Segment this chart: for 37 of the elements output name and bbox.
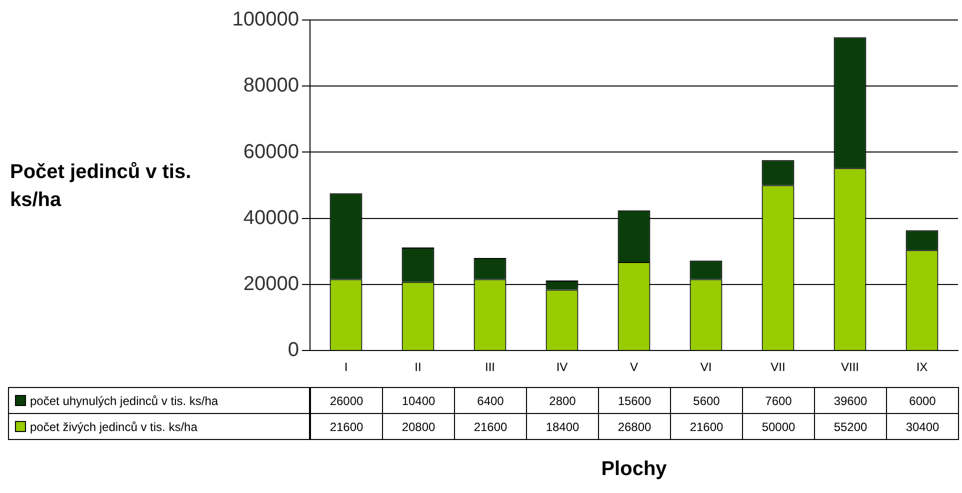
x-axis-title: Plochy <box>600 458 668 481</box>
y-tick-label: 0 <box>288 339 299 362</box>
y-tick-label: 80000 <box>243 74 299 97</box>
data-label: 21600 <box>454 413 527 440</box>
x-tick-label: I <box>344 360 348 374</box>
x-tick-label: III <box>484 360 496 374</box>
data-label: 2800 <box>526 387 599 414</box>
data-label: 55200 <box>814 413 887 440</box>
data-label: 30400 <box>886 413 959 440</box>
x-tick-label: VII <box>770 360 786 374</box>
y-axis-title: Počet jedinců v tis. ks/ha <box>10 160 192 213</box>
data-label: 20800 <box>382 413 455 440</box>
data-label: 18400 <box>526 413 599 440</box>
data-label: 39600 <box>814 387 887 414</box>
data-label: 26000 <box>310 387 383 414</box>
data-label: 6400 <box>454 387 527 414</box>
data-label: 15600 <box>598 387 671 414</box>
y-tick-label: 60000 <box>243 140 299 163</box>
y-tick-label: 40000 <box>243 206 299 229</box>
x-tick-label: V <box>630 360 638 374</box>
x-tick-label: VI <box>700 360 712 374</box>
data-label: 26800 <box>598 413 671 440</box>
x-tick-label: II <box>414 360 422 374</box>
data-label: 21600 <box>670 413 743 440</box>
y-tick-label: 100000 <box>232 8 299 31</box>
data-label: 5600 <box>670 387 743 414</box>
x-tick-label: IV <box>556 360 568 374</box>
x-tick-label: VIII <box>840 360 860 374</box>
legend-label: počet uhynulých jedinců v tis. ks/ha <box>30 394 218 408</box>
data-label: 50000 <box>742 413 815 440</box>
data-label: 21600 <box>310 413 383 440</box>
x-tick-label: IX <box>916 360 928 374</box>
data-label: 7600 <box>742 387 815 414</box>
y-tick-label: 20000 <box>243 272 299 295</box>
legend-label: počet živých jedinců v tis. ks/ha <box>30 420 198 434</box>
data-label: 6000 <box>886 387 959 414</box>
data-label: 10400 <box>382 387 455 414</box>
